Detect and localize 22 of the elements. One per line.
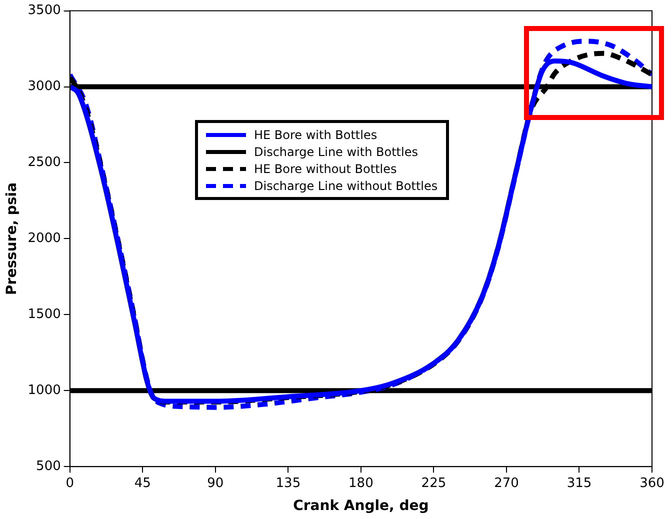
x-tick-label: 225 <box>421 476 446 491</box>
y-tick-label: 3500 <box>28 3 61 18</box>
x-tick-label: 180 <box>348 476 374 491</box>
x-tick-label: 0 <box>66 476 74 491</box>
x-tick-label: 45 <box>134 476 151 491</box>
y-tick-label: 1500 <box>28 307 61 322</box>
y-tick-label: 2500 <box>28 155 61 170</box>
x-axis-title: Crank Angle, deg <box>293 498 429 514</box>
y-tick-label: 3000 <box>28 79 61 94</box>
x-tick-label: 315 <box>566 476 592 491</box>
x-tick-label: 270 <box>494 476 519 491</box>
x-tick-label: 90 <box>207 476 224 491</box>
y-tick-label: 2000 <box>28 231 61 246</box>
legend-label: Discharge Line with Bottles <box>254 144 418 158</box>
legend-label: HE Bore with Bottles <box>254 128 378 142</box>
legend-label: HE Bore without Bottles <box>254 162 397 176</box>
y-tick-label: 1000 <box>28 383 61 398</box>
x-tick-label: 135 <box>276 476 301 491</box>
y-axis-title: Pressure, psia <box>4 182 20 295</box>
y-tick-label: 500 <box>36 458 61 474</box>
x-tick-label: 360 <box>640 476 664 491</box>
legend-label: Discharge Line without Bottles <box>254 178 438 192</box>
